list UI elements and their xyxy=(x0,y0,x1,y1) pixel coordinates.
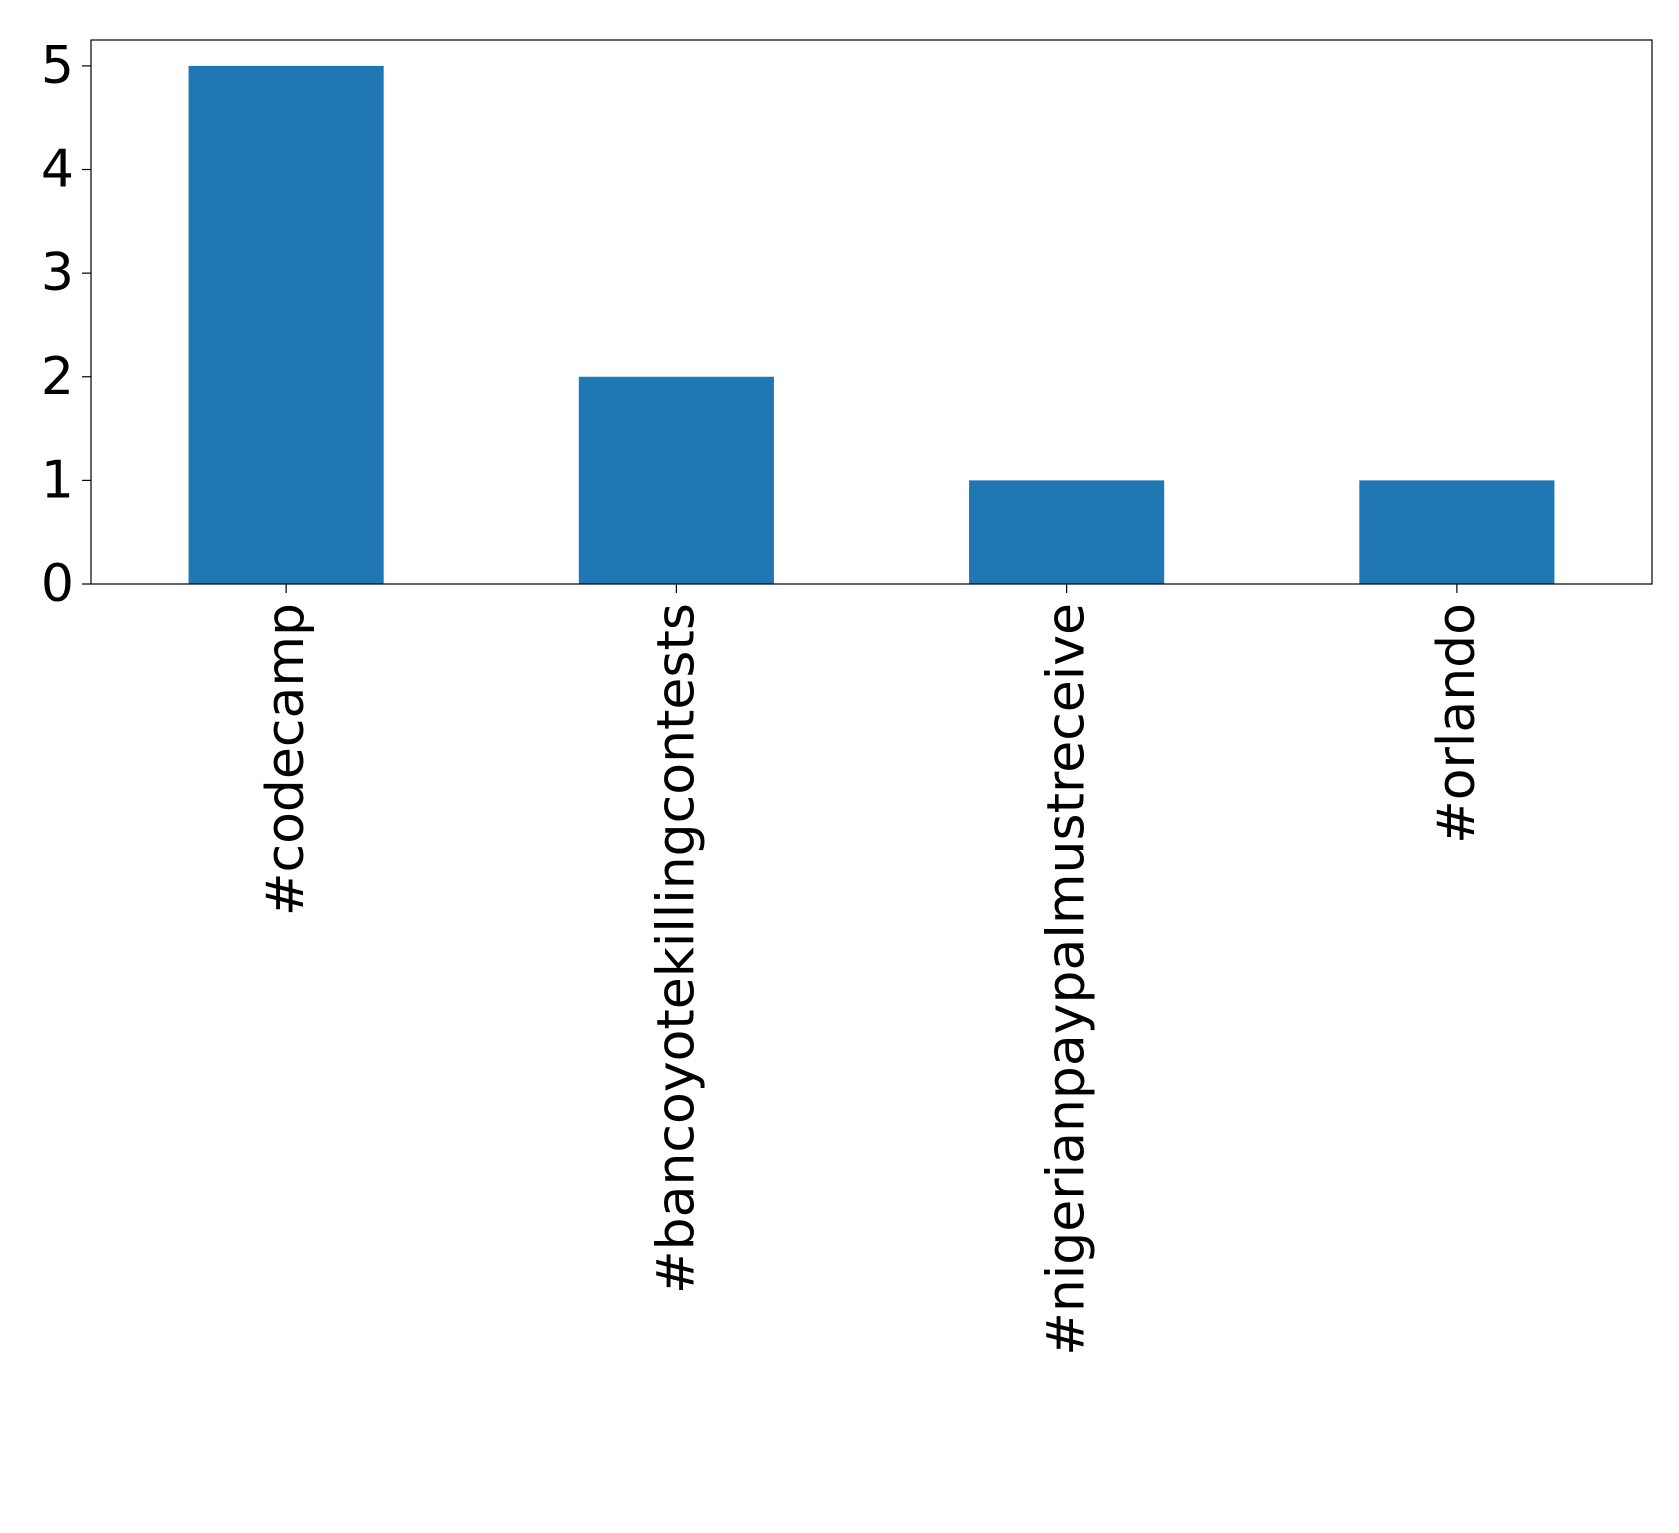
y-tick-label: 2 xyxy=(41,347,74,407)
y-tick-label: 5 xyxy=(41,36,74,96)
x-tick-label: #orlando xyxy=(1427,603,1487,844)
bar-bancoyotekillingcontests xyxy=(578,376,774,584)
y-tick-label: 4 xyxy=(41,140,74,200)
bars-group xyxy=(188,65,1555,584)
y-tick-label: 3 xyxy=(41,243,74,303)
x-tick-label: #nigerianpaypalmustreceive xyxy=(1037,603,1097,1356)
bar-nigerianpaypalmustreceive xyxy=(969,480,1165,584)
bar-codecamp xyxy=(188,65,384,584)
y-axis: 0 1 2 3 4 5 xyxy=(41,36,91,614)
x-tick-label: #codecamp xyxy=(256,603,316,916)
y-tick-label: 0 xyxy=(41,554,74,614)
plot-frame xyxy=(90,39,1653,585)
x-axis: #codecamp #bancoyotekillingcontests #niger… xyxy=(256,584,1487,1356)
y-tick-label: 1 xyxy=(41,450,74,510)
bar-orlando xyxy=(1359,480,1555,584)
x-tick-label: #bancoyotekillingcontests xyxy=(646,603,706,1294)
